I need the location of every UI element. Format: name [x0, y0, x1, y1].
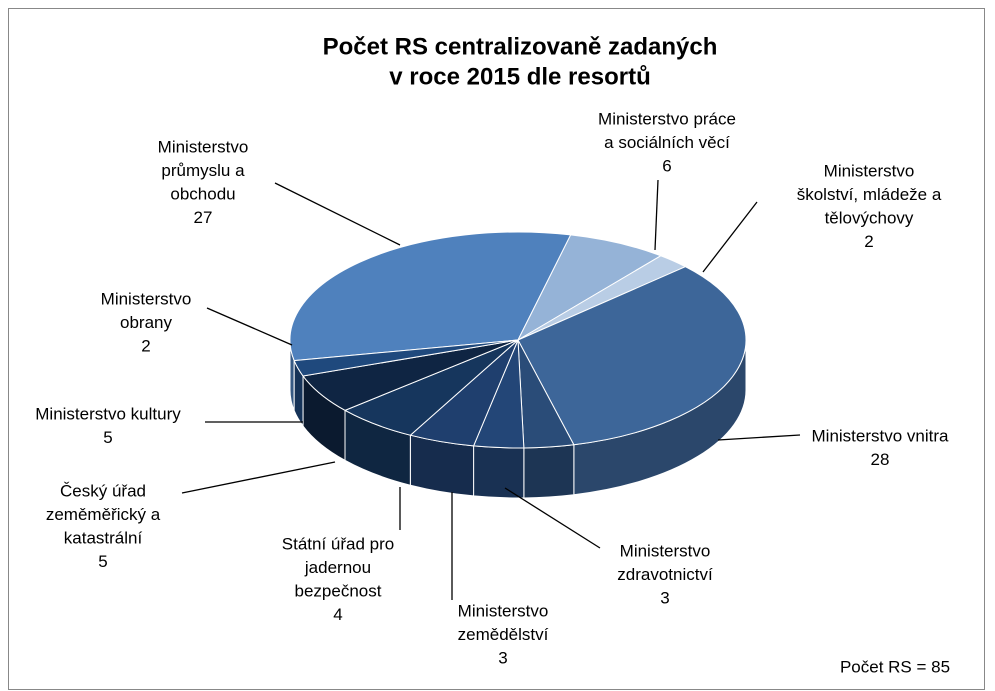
data-label: Ministerstvo	[620, 541, 711, 560]
chart-title: v roce 2015 dle resortů	[389, 63, 650, 90]
value-label: 5	[98, 552, 107, 571]
data-label: Ministerstvo vnitra	[812, 426, 950, 445]
annotation: Počet RS = 85	[840, 657, 950, 676]
data-label: a sociálních věcí	[604, 133, 730, 152]
data-label: obrany	[120, 313, 172, 332]
value-label: 3	[498, 648, 507, 667]
pie-slice	[293, 339, 519, 377]
value-label: 3	[660, 588, 669, 607]
leader-line	[181, 461, 336, 494]
data-label: Ministerstvo	[101, 289, 192, 308]
data-label: Ministerstvo	[458, 601, 549, 620]
data-label: školství, mládeže a	[797, 185, 942, 204]
chart-title: Počet RS centralizovaně zadaných	[323, 33, 718, 60]
value-label: 2	[141, 336, 150, 355]
data-label: obchodu	[170, 184, 235, 203]
pie-slice	[516, 234, 662, 342]
leader-line	[717, 434, 801, 441]
data-label: Ministerstvo kultury	[35, 404, 181, 423]
value-label: 2	[864, 232, 873, 251]
leader-line	[654, 179, 659, 251]
pie-slice	[517, 266, 747, 446]
data-label: Ministerstvo	[824, 161, 915, 180]
pie-slice	[289, 231, 572, 362]
data-label: bezpečnost	[295, 581, 382, 600]
value-label: 28	[871, 450, 890, 469]
data-label: Český úřad	[60, 481, 146, 500]
leader-line	[274, 182, 401, 246]
data-label: katastrální	[64, 528, 143, 547]
data-label: zdravotnictví	[617, 565, 713, 584]
pie-side	[523, 444, 575, 499]
value-label: 5	[103, 428, 112, 447]
data-label: Ministerstvo práce	[598, 109, 736, 128]
value-label: 4	[333, 605, 342, 624]
data-label: zemědělství	[458, 625, 549, 644]
pie-side	[473, 445, 525, 499]
value-label: 6	[662, 156, 671, 175]
leader-line	[504, 487, 601, 549]
data-label: Státní úřad pro	[282, 534, 394, 553]
leader-line	[702, 201, 758, 273]
data-label: jadernou	[304, 558, 371, 577]
data-label: Ministerstvo	[158, 137, 249, 156]
value-label: 27	[194, 208, 213, 227]
leader-line	[206, 307, 293, 346]
data-label: tělovýchovy	[825, 208, 914, 227]
data-label: zeměměřický a	[46, 505, 161, 524]
data-label: průmyslu a	[161, 161, 245, 180]
